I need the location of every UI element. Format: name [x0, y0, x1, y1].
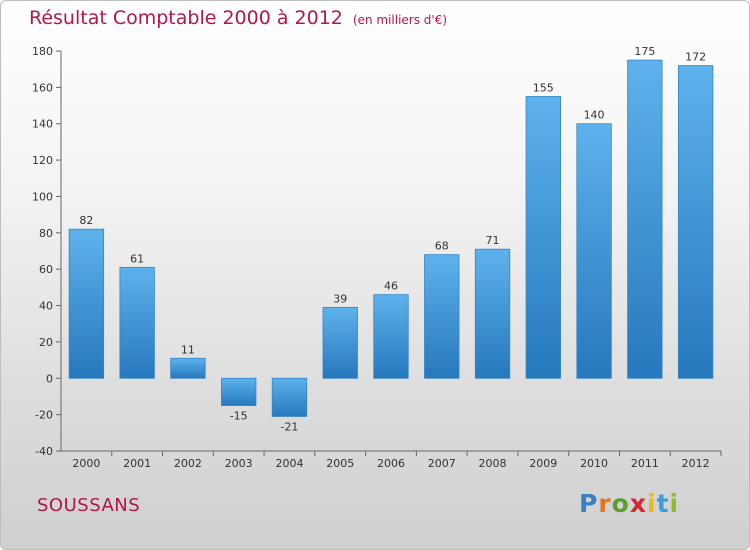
- logo-letter: t: [656, 489, 670, 518]
- bar-2001: [119, 266, 155, 379]
- x-tick-label: 2012: [682, 457, 710, 470]
- y-tick-label: 0: [46, 372, 53, 385]
- bar-2011: [627, 59, 663, 379]
- bar-2002: [170, 357, 206, 379]
- x-tick-label: 2001: [123, 457, 151, 470]
- bar-2009: [525, 96, 561, 379]
- chart-subtitle: (en milliers d'€): [352, 13, 448, 27]
- bar-2004: [271, 377, 308, 417]
- x-tick-label: 2008: [479, 457, 507, 470]
- logo-letter: x: [629, 489, 647, 518]
- logo-letter: i: [647, 489, 657, 518]
- bar-2010: [576, 123, 612, 379]
- chart-title: Résultat Comptable 2000 à 2012 (en millie…: [29, 7, 447, 29]
- x-tick-label: 2011: [631, 457, 659, 470]
- x-tick-label: 2007: [428, 457, 456, 470]
- bar-2008: [474, 248, 511, 379]
- bar-2000: [68, 228, 105, 379]
- bar-2003: [221, 377, 257, 406]
- y-tick-label: 60: [39, 263, 53, 276]
- data-label: 140: [584, 109, 605, 122]
- logo-letter: i: [669, 489, 680, 518]
- y-tick-label: 20: [39, 336, 53, 349]
- y-tick-label: -40: [35, 445, 53, 458]
- data-label: 71: [486, 234, 500, 247]
- data-label: 82: [79, 214, 93, 227]
- data-label: -15: [230, 410, 248, 423]
- y-tick-label: 120: [32, 154, 53, 167]
- bar-2012: [677, 65, 714, 379]
- data-label: 68: [435, 240, 449, 253]
- y-tick-label: 80: [39, 227, 53, 240]
- logo-letter: r: [598, 489, 612, 518]
- y-tick-label: -20: [35, 409, 53, 422]
- logo-letter: P: [579, 489, 599, 518]
- x-tick-label: 2004: [275, 457, 303, 470]
- data-label: 61: [130, 252, 144, 265]
- y-tick-label: 100: [32, 190, 53, 203]
- y-tick-label: 140: [32, 118, 53, 131]
- data-label: 11: [181, 343, 195, 356]
- y-tick-label: 40: [39, 300, 53, 313]
- x-tick-label: 2010: [580, 457, 608, 470]
- x-tick-label: 2006: [377, 457, 405, 470]
- x-tick-label: 2003: [225, 457, 253, 470]
- data-label: -21: [280, 420, 298, 433]
- bar-2006: [373, 294, 409, 379]
- x-tick-label: 2000: [72, 457, 100, 470]
- data-label: 39: [333, 292, 347, 305]
- y-tick-label: 160: [32, 81, 53, 94]
- data-label: 175: [634, 45, 655, 58]
- city-name: SOUSSANS: [37, 495, 141, 516]
- bar-2007: [424, 254, 460, 379]
- proxiti-logo: Proxiti: [579, 489, 679, 518]
- data-label: 46: [384, 280, 398, 293]
- bar-2005: [322, 306, 358, 379]
- title-text: Résultat Comptable 2000 à 2012: [29, 7, 343, 29]
- x-tick-label: 2009: [529, 457, 557, 470]
- y-tick-label: 180: [32, 45, 53, 58]
- logo-letter: o: [611, 489, 630, 518]
- x-tick-label: 2002: [174, 457, 202, 470]
- data-label: 155: [533, 81, 554, 94]
- x-tick-label: 2005: [326, 457, 354, 470]
- data-label: 172: [685, 51, 706, 64]
